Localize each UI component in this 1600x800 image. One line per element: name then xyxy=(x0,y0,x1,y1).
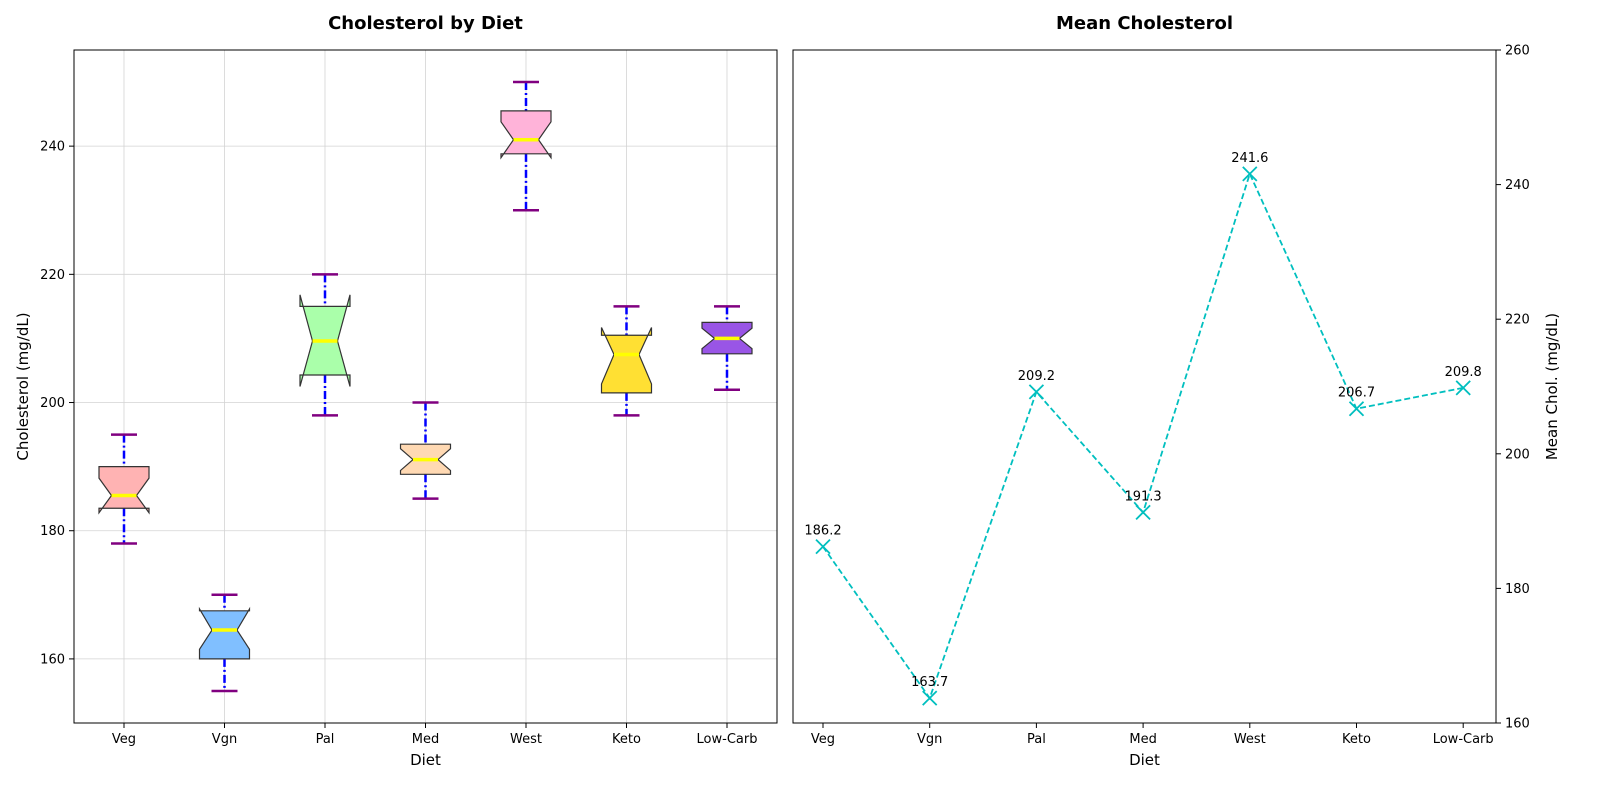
x-marker xyxy=(815,539,831,555)
x-tick-label-vgn: Vgn xyxy=(212,732,237,747)
x-tick-label-pal: Pal xyxy=(1027,732,1046,747)
x-marker xyxy=(1348,401,1365,417)
box-keto xyxy=(600,305,653,417)
y-tick-label-180: 180 xyxy=(40,524,65,539)
x-marker xyxy=(1028,384,1045,400)
point-vgn: 163.7 xyxy=(911,675,948,706)
line-title: Mean Cholesterol xyxy=(1056,13,1233,34)
box-low-carb xyxy=(701,305,753,391)
x-tick-label-veg: Veg xyxy=(112,732,136,747)
point-pal: 209.2 xyxy=(1018,369,1055,400)
y-tick-label-200: 200 xyxy=(40,396,65,411)
y-tick-label-160: 160 xyxy=(40,652,65,667)
notched-box xyxy=(98,466,150,515)
data-label: 163.7 xyxy=(911,675,948,690)
x-tick-label-west: West xyxy=(510,732,542,747)
line-x-ticks: Veg Vgn Pal Med West Keto Low-Carb xyxy=(811,723,1494,747)
data-label: 241.6 xyxy=(1231,151,1268,166)
notched-box xyxy=(198,606,251,660)
box-med xyxy=(399,401,452,500)
x-tick-label-low-carb: Low-Carb xyxy=(697,732,758,747)
point-veg: 186.2 xyxy=(804,524,842,555)
x-tick-label-keto: Keto xyxy=(612,732,641,747)
x-tick-label-pal: Pal xyxy=(316,732,335,747)
boxplot-boxes xyxy=(98,80,753,693)
y-tick-label-160: 160 xyxy=(1505,717,1530,732)
data-label: 209.2 xyxy=(1018,369,1055,384)
x-tick-label-keto: Keto xyxy=(1342,732,1371,747)
x-tick-label-veg: Veg xyxy=(811,732,835,747)
box-west xyxy=(500,80,552,212)
line-series: 186.2 163.7 209.2 191.3 241.6 206.7 209.8 xyxy=(804,151,1482,706)
line-y-ticks: 160 180 200 220 240 260 xyxy=(1496,44,1530,732)
box-vgn xyxy=(198,593,251,693)
point-west: 241.6 xyxy=(1231,151,1268,182)
notched-box xyxy=(500,110,552,160)
y-tick-label-200: 200 xyxy=(1505,447,1530,462)
point-med: 191.3 xyxy=(1124,489,1162,520)
boxplot-y-axis-label: Cholesterol (mg/dL) xyxy=(14,312,32,460)
data-label: 206.7 xyxy=(1338,386,1375,401)
x-tick-label-med: Med xyxy=(412,732,439,747)
point-keto: 206.7 xyxy=(1338,386,1375,417)
line-frame xyxy=(792,49,1497,724)
y-tick-label-220: 220 xyxy=(1505,313,1530,328)
y-tick-label-260: 260 xyxy=(1505,44,1530,59)
y-tick-label-220: 220 xyxy=(40,268,65,283)
y-tick-label-180: 180 xyxy=(1505,582,1530,597)
x-marker xyxy=(1242,166,1258,182)
data-label: 186.2 xyxy=(804,524,841,539)
mean-series-line xyxy=(822,171,1464,701)
x-marker xyxy=(1455,380,1471,396)
x-tick-label-vgn: Vgn xyxy=(917,732,942,747)
y-tick-label-240: 240 xyxy=(1505,178,1530,193)
data-label: 209.8 xyxy=(1445,365,1482,380)
x-marker xyxy=(1135,504,1151,520)
box-pal xyxy=(299,273,351,417)
boxplot-x-ticks: Veg Vgn Pal Med West Keto Low-Carb xyxy=(112,723,758,747)
point-low-carb: 209.8 xyxy=(1445,365,1482,396)
line-y-axis-label: Mean Chol. (mg/dL) xyxy=(1543,313,1561,460)
boxplot-panel: 160 180 200 220 240 Veg Vgn Pal Med West Keto Low-… xyxy=(14,13,778,769)
notched-box xyxy=(600,327,653,394)
boxplot-title: Cholesterol by Diet xyxy=(328,13,523,34)
boxplot-grid xyxy=(74,50,777,723)
boxplot-y-ticks: 160 180 200 220 240 xyxy=(40,140,74,667)
data-label: 191.3 xyxy=(1124,489,1161,504)
x-tick-label-med: Med xyxy=(1129,732,1156,747)
y-tick-label-240: 240 xyxy=(40,140,65,155)
box-veg xyxy=(98,433,150,545)
x-marker xyxy=(922,690,938,706)
x-tick-label-low-carb: Low-Carb xyxy=(1433,732,1494,747)
x-tick-label-west: West xyxy=(1234,732,1266,747)
line-x-axis-label: Diet xyxy=(1129,751,1160,769)
boxplot-x-axis-label: Diet xyxy=(410,751,441,769)
